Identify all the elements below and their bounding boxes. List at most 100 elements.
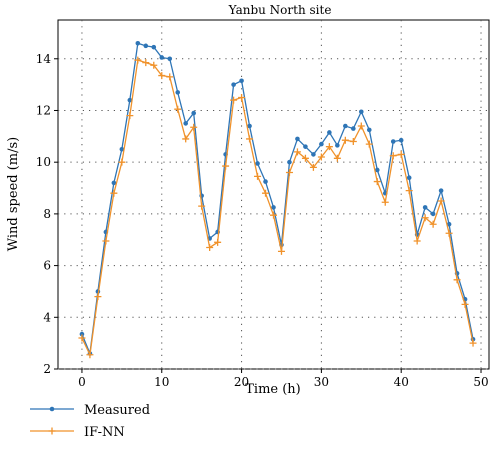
data-point [158, 72, 166, 80]
x-axis-title: Time (h) [245, 382, 301, 397]
y-tick-label: 4 [43, 310, 51, 324]
data-point [166, 73, 174, 81]
data-point [358, 109, 364, 115]
data-point [406, 175, 412, 180]
data-point [127, 97, 133, 103]
data-point [469, 339, 477, 347]
data-point [351, 126, 356, 131]
data-point [102, 237, 110, 245]
data-point [126, 112, 134, 120]
grid-layer [58, 20, 489, 370]
data-point [134, 56, 142, 64]
data-point [366, 127, 372, 133]
data-point [94, 293, 102, 301]
data-point [311, 152, 316, 157]
data-point [222, 162, 230, 170]
y-tick-label: 8 [43, 207, 51, 221]
data-point [110, 189, 118, 197]
tick-layer: 0 10 20 30 40 50 2 4 6 8 10 12 14 [36, 52, 489, 389]
y-tick-label: 2 [43, 362, 51, 376]
data-point [374, 167, 380, 173]
data-point [174, 105, 182, 113]
data-point [150, 61, 158, 69]
data-point [327, 130, 332, 135]
data-point [303, 144, 308, 149]
data-point [295, 136, 300, 142]
data-point [135, 40, 141, 46]
data-point [325, 143, 333, 151]
legend-item: Measured [30, 403, 150, 418]
data-point [437, 197, 445, 205]
data-point [277, 247, 285, 255]
x-tick-label: 30 [314, 375, 329, 389]
x-tick-label: 40 [394, 375, 409, 389]
data-point [230, 96, 238, 104]
data-point [343, 123, 348, 129]
data-point [397, 150, 405, 158]
data-point [271, 205, 276, 210]
data-point [317, 153, 325, 161]
data-point [445, 229, 453, 237]
data-point [246, 135, 254, 143]
x-tick-label: 50 [473, 375, 488, 389]
data-point [438, 188, 444, 193]
data-point [49, 406, 55, 412]
data-point [159, 55, 165, 60]
data-point [301, 154, 309, 162]
data-point [231, 82, 236, 87]
data-point [190, 123, 198, 131]
chart-title: Yanbu North site [228, 3, 332, 17]
data-point [48, 427, 56, 435]
data-point [254, 172, 262, 180]
plot-frame [57, 19, 490, 370]
data-point [341, 136, 349, 144]
series-0 [79, 40, 476, 357]
data-point [413, 237, 421, 245]
data-point [247, 123, 252, 129]
data-point [333, 154, 341, 162]
legend-label: IF-NN [84, 425, 125, 440]
data-point [206, 243, 214, 251]
data-point [191, 110, 196, 116]
series-line [81, 59, 474, 358]
data-point [182, 135, 190, 143]
y-tick-label: 12 [36, 103, 51, 117]
series-line [81, 42, 474, 357]
data-point [255, 161, 260, 166]
data-point [319, 141, 324, 147]
data-point [293, 148, 301, 156]
data-point [183, 121, 189, 126]
data-point [198, 202, 206, 210]
data-point [389, 152, 397, 160]
data-point [373, 178, 381, 186]
series-layer [78, 40, 477, 359]
data-point [214, 238, 222, 246]
y-tick-label: 10 [36, 155, 51, 169]
data-point [335, 143, 340, 148]
x-tick-label: 0 [78, 375, 86, 389]
legend-label: Measured [84, 403, 150, 418]
data-point [365, 140, 373, 148]
data-point [238, 94, 246, 102]
data-point [151, 44, 157, 50]
data-point [429, 220, 437, 228]
data-point [79, 331, 85, 337]
data-point [119, 146, 125, 152]
data-point [287, 159, 292, 165]
data-point [86, 351, 94, 359]
data-point [405, 187, 413, 195]
data-point [446, 221, 452, 227]
data-point [167, 56, 173, 62]
data-point [270, 211, 277, 219]
data-point [175, 90, 181, 95]
data-point [309, 163, 317, 171]
legend-item: IF-NN [30, 425, 125, 440]
y-tick-label: 14 [36, 52, 52, 66]
data-point [461, 300, 469, 308]
data-point [390, 139, 396, 144]
data-point [285, 169, 293, 177]
y-tick-label: 6 [43, 259, 51, 273]
data-point [142, 59, 150, 67]
data-point [118, 158, 126, 166]
data-point [430, 211, 436, 217]
